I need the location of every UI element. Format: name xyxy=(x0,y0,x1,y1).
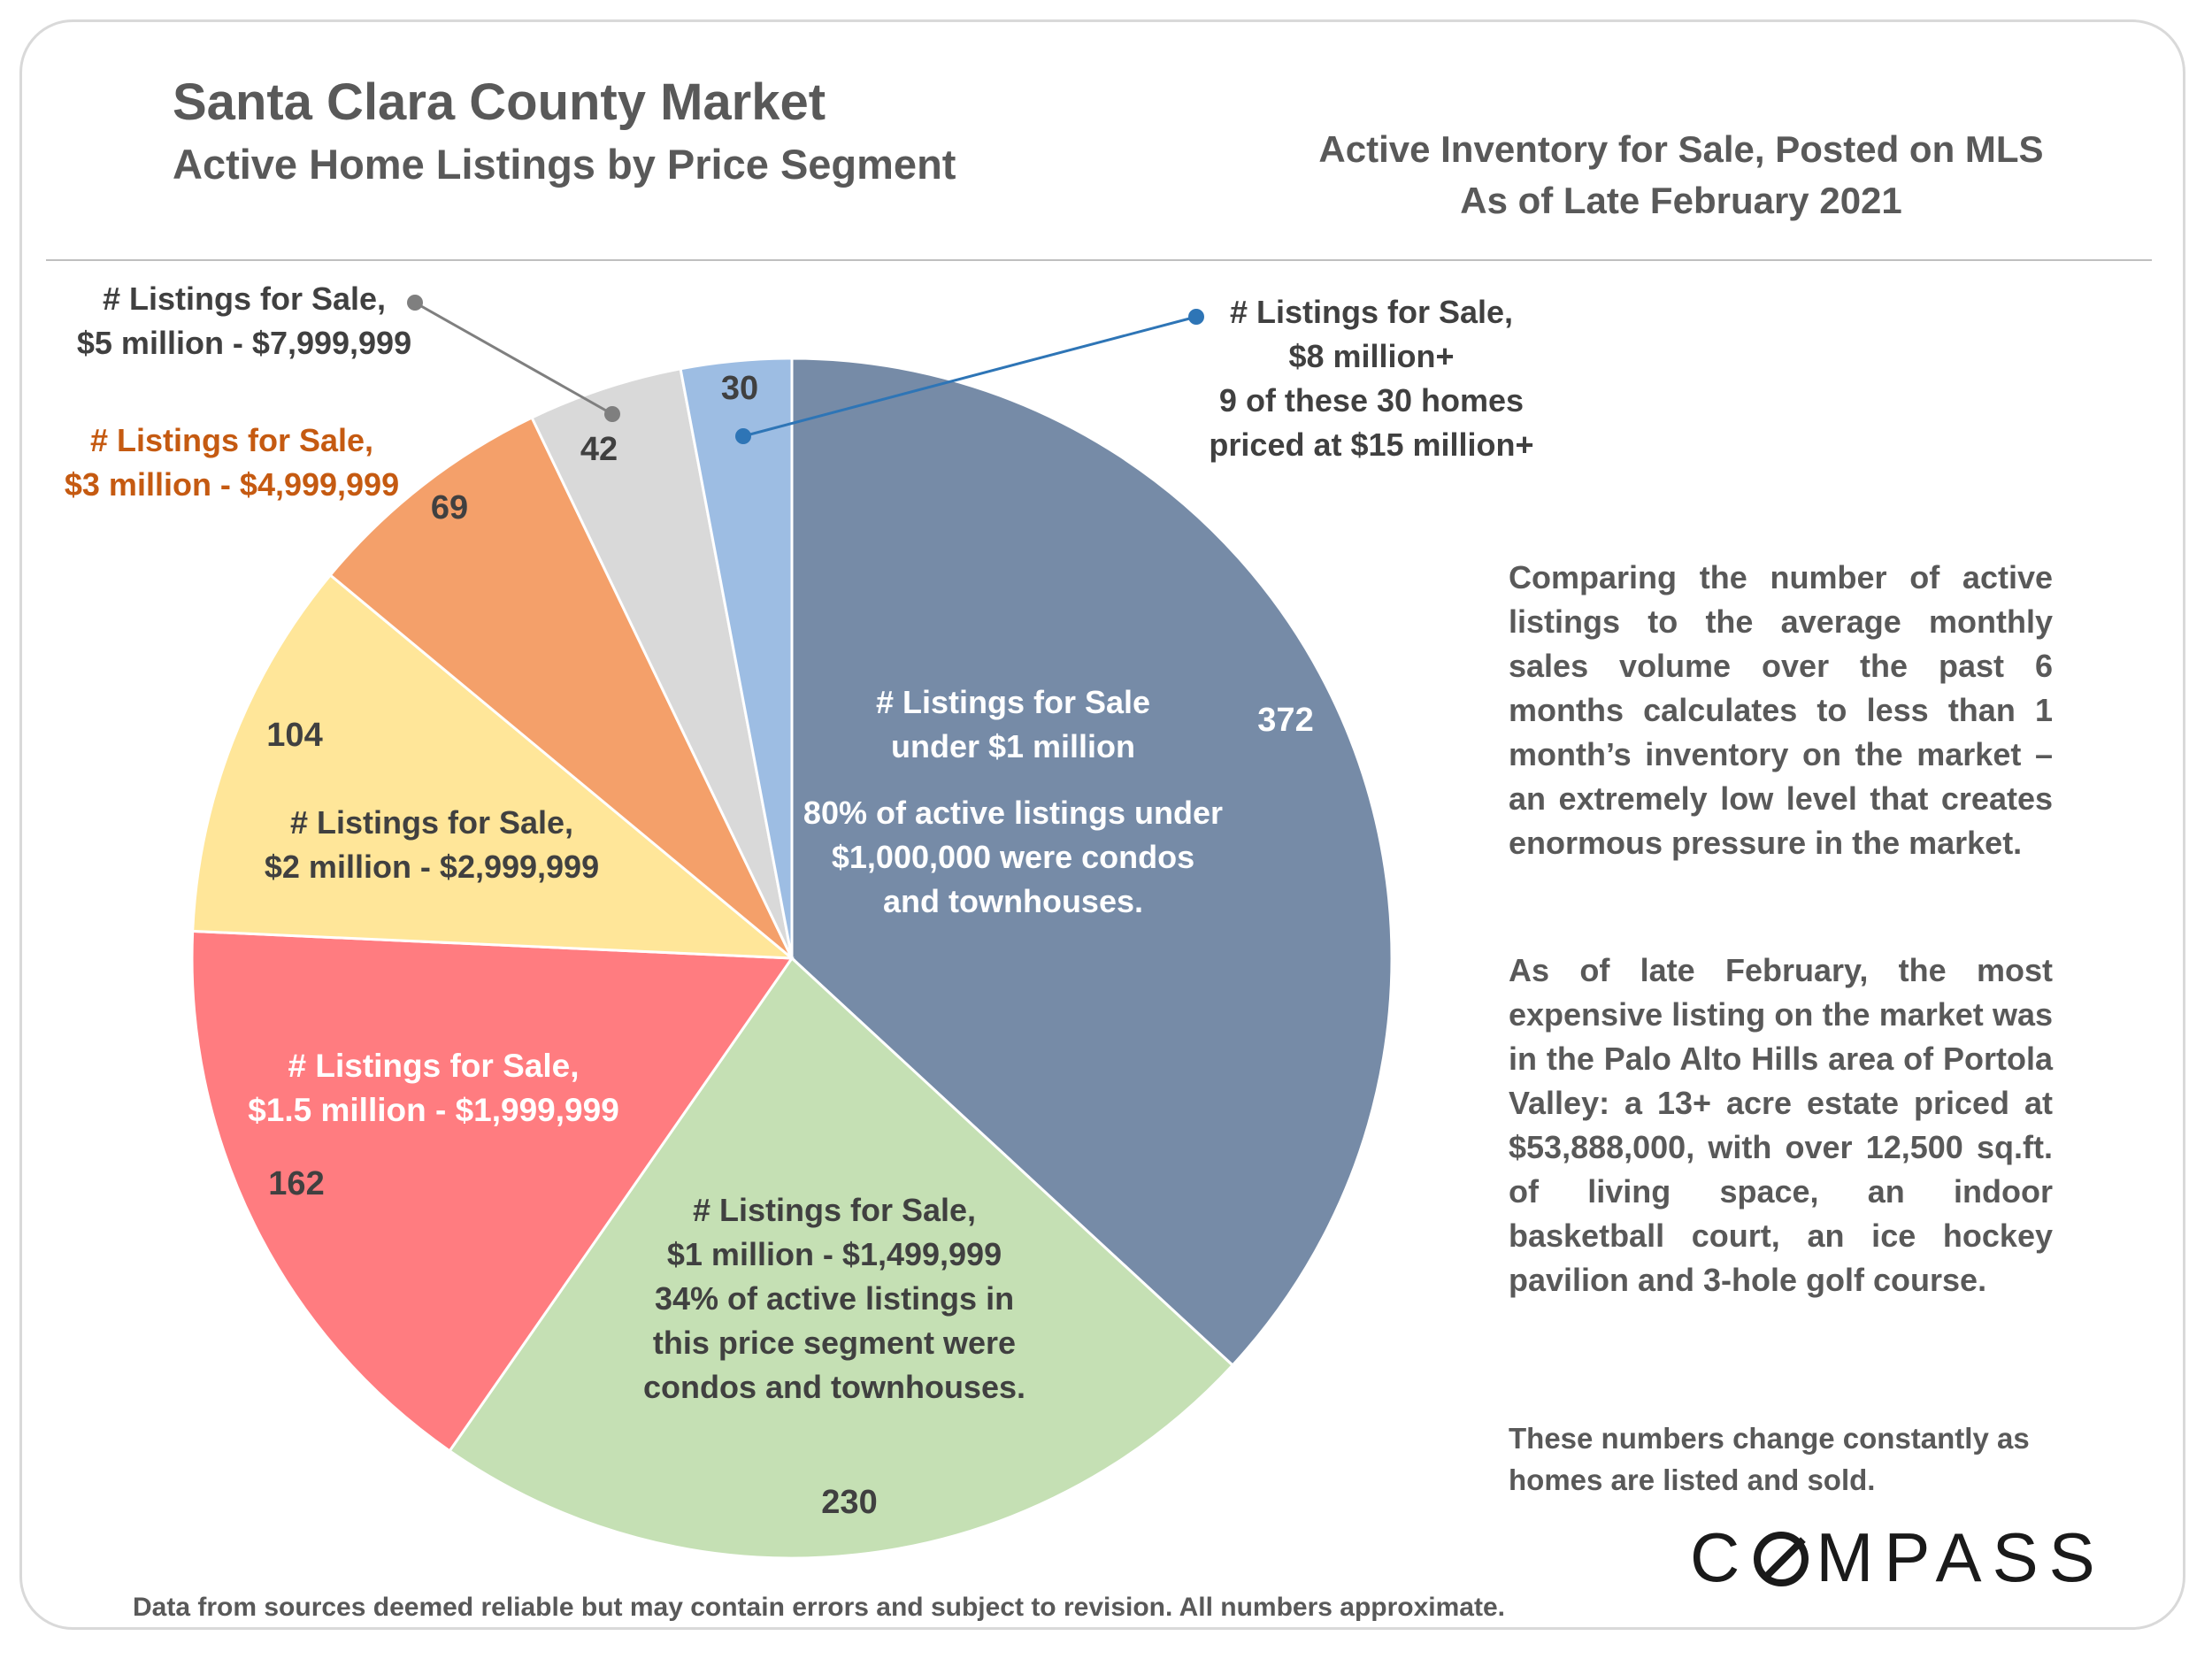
category-label-2: # Listings for Sale, $1.5 million - $1,99… xyxy=(248,1048,619,1128)
category-label-1-line-4: condos and townhouses. xyxy=(643,1369,1025,1405)
category-label-5-line-1: $5 million - $7,999,999 xyxy=(77,325,411,361)
category-label-3: # Listings for Sale, $2 million - $2,999,… xyxy=(265,804,599,885)
category-label-1-line-3: this price segment were xyxy=(653,1325,1016,1361)
logo-o-icon xyxy=(1754,1532,1809,1586)
pie-slice-1 xyxy=(448,956,1235,1560)
value-label-1: 230 xyxy=(821,1484,877,1521)
header-divider xyxy=(46,259,2152,261)
pie-slice-4 xyxy=(328,416,794,960)
category-label-6-line-0: # Listings for Sale, xyxy=(1230,294,1513,330)
leader-line-8m-dot-0 xyxy=(1188,309,1204,325)
header-right-line2: As of Late February 2021 xyxy=(1460,180,1902,221)
category-label-1-line-0: # Listings for Sale, xyxy=(693,1192,976,1228)
logo-letter-c: C xyxy=(1690,1518,1751,1596)
category-label-2-line-0: # Listings for Sale, xyxy=(288,1048,580,1084)
category-label-3-line-0: # Listings for Sale, xyxy=(290,804,573,841)
leader-line-5m-dot-1 xyxy=(604,406,620,422)
value-label-4: 69 xyxy=(431,489,468,526)
category-label-1: # Listings for Sale, $1 million - $1,499,… xyxy=(643,1192,1025,1405)
pie-slice-0 xyxy=(790,357,1394,1368)
compass-logo: C MPASS xyxy=(1690,1517,2106,1598)
page-title: Santa Clara County Market xyxy=(173,73,826,131)
category-label-0-line-5: and townhouses. xyxy=(883,883,1143,919)
category-label-6: # Listings for Sale, $8 million+ 9 of thes… xyxy=(1209,294,1533,463)
category-label-0-line-2 xyxy=(1009,750,1018,787)
category-label-1-line-1: $1 million - $1,499,999 xyxy=(667,1236,1002,1272)
leader-line-8m-dot-1 xyxy=(735,428,751,444)
category-label-0-line-4: $1,000,000 were condos xyxy=(832,839,1194,875)
category-label-0-line-3: 80% of active listings under xyxy=(803,795,1223,831)
value-label-3: 104 xyxy=(266,717,322,754)
leader-line-5m xyxy=(414,301,613,416)
pie-slice-3 xyxy=(191,572,796,960)
value-label-5: 42 xyxy=(580,431,618,468)
category-label-6-line-1: $8 million+ xyxy=(1288,338,1454,374)
category-label-2-line-1: $1.5 million - $1,999,999 xyxy=(248,1092,619,1128)
category-label-5-line-0: # Listings for Sale, xyxy=(103,280,386,317)
page-subtitle: Active Home Listings by Price Segment xyxy=(173,141,956,188)
category-label-0: # Listings for Sale under $1 million 80% … xyxy=(803,684,1223,919)
pie-slice-5 xyxy=(530,367,794,959)
category-label-3-line-1: $2 million - $2,999,999 xyxy=(265,849,599,885)
category-label-0-line-0: # Listings for Sale xyxy=(876,684,1150,720)
side-note: These numbers change constantly as homes… xyxy=(1509,1422,2030,1496)
pie-slice-6 xyxy=(679,357,794,959)
category-label-5: # Listings for Sale, $5 million - $7,999,… xyxy=(77,280,411,361)
category-label-6-line-3: priced at $15 million+ xyxy=(1209,426,1533,463)
category-label-6-line-2: 9 of these 30 homes xyxy=(1219,382,1524,419)
category-label-4-line-0: # Listings for Sale, xyxy=(90,422,373,458)
value-label-6: 30 xyxy=(721,370,758,407)
header-right-line1: Active Inventory for Sale, Posted on MLS xyxy=(1318,128,2044,170)
leader-line-8m xyxy=(742,315,1197,438)
category-label-4: # Listings for Sale, $3 million - $4,999,… xyxy=(65,422,399,503)
value-label-2: 162 xyxy=(268,1165,324,1202)
category-label-1-line-2: 34% of active listings in xyxy=(655,1280,1014,1317)
category-label-4-line-1: $3 million - $4,999,999 xyxy=(65,466,399,503)
side-paragraph-expensive-listing: As of late February, the most expensive … xyxy=(1509,952,2053,1298)
category-label-0-line-1: under $1 million xyxy=(891,728,1135,764)
header-right: Active Inventory for Sale, Posted on MLS… xyxy=(1239,124,2124,227)
leader-line-5m-dot-0 xyxy=(407,295,423,311)
footer-disclaimer: Data from sources deemed reliable but ma… xyxy=(133,1593,1505,1622)
pie-slice-2 xyxy=(190,929,795,1453)
side-paragraph-inventory: Comparing the number of active listings … xyxy=(1509,559,2053,861)
logo-letters-mpass: MPASS xyxy=(1816,1518,2106,1596)
value-label-0: 372 xyxy=(1257,702,1313,739)
